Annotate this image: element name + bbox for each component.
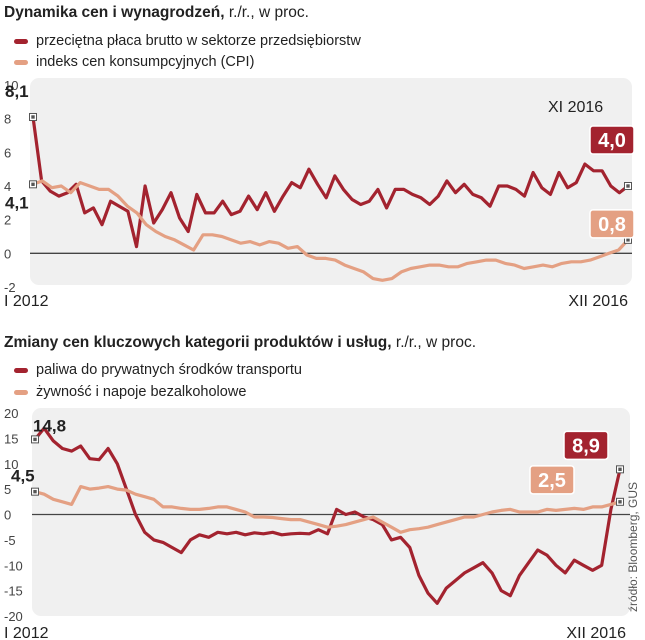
chart2-end-value-box — [529, 465, 575, 495]
chart2-y-tick: -5 — [4, 533, 16, 548]
chart2-series-line-light — [33, 485, 622, 534]
chart1-marker-end — [624, 235, 632, 244]
chart2-end-value-label: 2,5 — [538, 470, 566, 492]
chart2-series-line-dark — [33, 426, 622, 605]
chart1-title: Dynamika cen i wynagrodzeń, r./r., w pro… — [4, 4, 309, 22]
chart1-end-value-label: 0,8 — [598, 214, 626, 236]
chart1-x-start-label: I 2012 — [4, 293, 49, 310]
chart1-y-tick: 4 — [4, 179, 11, 194]
chart1-legend-wages-label: przeciętna płaca brutto w sektorze przed… — [36, 33, 361, 49]
legend-swatch-dark — [14, 367, 28, 373]
chart1-y-tick: -2 — [4, 280, 16, 295]
chart1-marker-start — [29, 112, 37, 121]
chart2-plot-area — [32, 408, 630, 616]
legend-swatch-dark — [14, 38, 28, 44]
chart2-start-value-label: 4,5 — [11, 467, 35, 486]
chart2-legend-fuel: paliwa do prywatnych środków transportu — [14, 362, 302, 378]
chart2-marker-start — [31, 435, 39, 444]
chart1-start-value-label: 8,1 — [5, 82, 29, 101]
chart1-series-line-dark — [31, 115, 630, 249]
chart1-period-label: XI 2016 — [548, 99, 603, 116]
chart1-marker-dot-end — [626, 238, 630, 242]
chart2-start-value-label: 14,8 — [33, 416, 66, 435]
chart1-y-tick: 8 — [4, 112, 11, 127]
chart2-y-tick: -10 — [4, 558, 23, 573]
chart1-marker-start — [29, 180, 37, 189]
chart2-title-main: Zmiany cen kluczowych kategorii produktó… — [4, 334, 392, 351]
chart2-end-value-box — [563, 430, 609, 461]
chart2-legend-food: żywność i napoje bezalkoholowe — [14, 384, 246, 400]
chart1-end-value-box — [589, 209, 635, 239]
chart2-marker-end — [616, 465, 624, 474]
chart1-legend-cpi-label: indeks cen konsumpcyjnych (CPI) — [36, 54, 255, 70]
chart1-marker-dot-start — [31, 115, 35, 119]
legend-swatch-light — [14, 59, 28, 65]
chart1-marker-end — [624, 182, 632, 190]
chart2-y-tick: -15 — [4, 584, 23, 599]
chart2-legend-food-label: żywność i napoje bezalkoholowe — [36, 384, 247, 400]
chart1-series-line-light — [31, 179, 630, 282]
chart1-start-value-label: 4,1 — [5, 193, 29, 212]
chart2-legend-fuel-label: paliwa do prywatnych środków transportu — [36, 362, 302, 378]
chart1-y-tick: 0 — [4, 246, 11, 261]
chart1-y-tick: 2 — [4, 213, 11, 228]
chart2-y-tick: 15 — [4, 431, 18, 446]
chart1-end-value-label: 4,0 — [598, 130, 626, 152]
chart2-end-value-label: 8,9 — [572, 435, 600, 457]
chart1-marker-dot-end — [626, 184, 630, 188]
source-note: źródło: Bloomberg, GUS — [626, 481, 640, 612]
chart1-title-main: Dynamika cen i wynagrodzeń, — [4, 4, 225, 21]
chart2-x-start-label: I 2012 — [4, 625, 49, 640]
chart1-marker-dot-start — [31, 182, 35, 187]
chart2-y-tick: 5 — [4, 482, 11, 497]
legend-swatch-light — [14, 389, 28, 395]
chart2-marker-start — [31, 487, 39, 496]
chart1-y-tick: 10 — [4, 78, 18, 93]
chart1-legend-cpi: indeks cen konsumpcyjnych (CPI) — [14, 54, 254, 70]
chart2-y-tick: 10 — [4, 457, 18, 472]
chart2-x-end-label: XII 2016 — [566, 625, 626, 640]
chart2-marker-dot-start — [33, 489, 37, 494]
chart2-title: Zmiany cen kluczowych kategorii produktó… — [4, 334, 476, 352]
chart1-title-unit: r./r., w proc. — [228, 4, 309, 21]
chart1-plot-area — [30, 78, 632, 285]
chart1-end-value-box — [589, 125, 635, 155]
chart1-x-end-label: XII 2016 — [568, 293, 628, 310]
chart1-legend-wages: przeciętna płaca brutto w sektorze przed… — [14, 33, 361, 49]
chart2-marker-dot-end — [618, 500, 622, 504]
chart2-marker-end — [616, 497, 624, 506]
chart2-marker-dot-start — [33, 437, 37, 442]
chart2-y-tick: -20 — [4, 609, 23, 624]
chart1-y-tick: 6 — [4, 145, 11, 160]
chart2-y-tick: 0 — [4, 508, 11, 523]
chart2-title-unit: r./r., w proc. — [395, 334, 476, 351]
chart2-y-tick: 20 — [4, 406, 18, 421]
chart2-marker-dot-end — [618, 467, 622, 472]
